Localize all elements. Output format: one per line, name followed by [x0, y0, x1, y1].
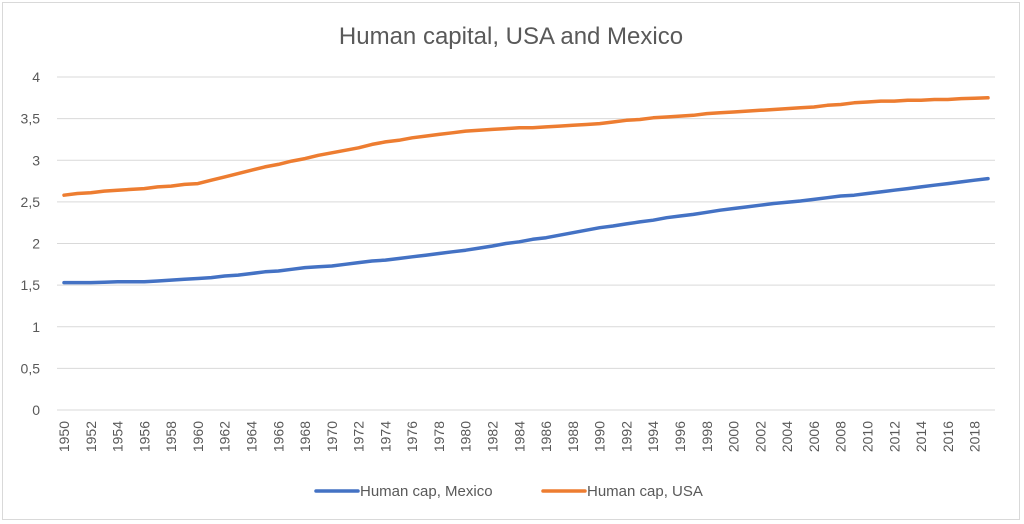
x-tick-label: 2006	[806, 421, 822, 452]
series-line-human-cap-mexico	[62, 176, 990, 285]
x-tick-label: 2012	[886, 421, 902, 452]
y-tick-label: 2,5	[21, 194, 41, 210]
y-tick-label: 4	[32, 69, 40, 85]
legend-item: Human cap, USA	[541, 483, 703, 500]
x-tick-label: 1976	[404, 421, 420, 452]
series-lines	[62, 96, 990, 285]
x-tick-label: 1984	[511, 421, 527, 452]
x-tick-label: 1966	[270, 421, 286, 452]
x-tick-label: 1974	[377, 421, 393, 452]
x-axis-ticks: 1950 1952 1954 1956 1958 1960 1962 1964 1966 1968…	[56, 421, 983, 452]
x-tick-label: 1992	[618, 421, 634, 452]
x-tick-label: 1950	[56, 421, 72, 452]
legend-item: Human cap, Mexico	[314, 483, 493, 500]
x-tick-label: 2016	[940, 421, 956, 452]
x-tick-label: 1962	[217, 421, 233, 452]
x-tick-label: 2000	[726, 421, 742, 452]
x-tick-label: 2014	[913, 421, 929, 452]
x-tick-label: 2004	[779, 421, 795, 452]
legend-label: Human cap, Mexico	[360, 483, 493, 500]
x-tick-label: 1964	[243, 421, 259, 452]
x-tick-label: 1986	[538, 421, 554, 452]
series-line-human-cap-usa	[62, 96, 990, 197]
x-tick-label: 1960	[190, 421, 206, 452]
x-tick-label: 1956	[136, 421, 152, 452]
x-tick-label: 1978	[431, 421, 447, 452]
x-tick-label: 2018	[967, 421, 983, 452]
y-tick-label: 3,5	[21, 111, 41, 127]
x-tick-label: 1994	[645, 421, 661, 452]
y-tick-label: 0,5	[21, 360, 41, 376]
x-tick-label: 1996	[672, 421, 688, 452]
x-tick-label: 1982	[485, 421, 501, 452]
y-tick-label: 3	[32, 152, 40, 168]
legend-label: Human cap, USA	[587, 483, 703, 500]
x-tick-label: 1952	[83, 421, 99, 452]
x-tick-label: 1988	[565, 421, 581, 452]
x-tick-label: 2008	[833, 421, 849, 452]
y-tick-label: 0	[32, 402, 40, 418]
x-tick-label: 1980	[458, 421, 474, 452]
x-tick-label: 1958	[163, 421, 179, 452]
x-tick-label: 1998	[699, 421, 715, 452]
legend: Human cap, Mexico Human cap, USA	[314, 483, 703, 500]
y-axis-ticks: 0 0,5 1 1,5 2 2,5 3 3,5 4	[21, 69, 41, 418]
x-tick-label: 2002	[752, 421, 768, 452]
chart-title: Human capital, USA and Mexico	[339, 23, 683, 50]
x-tick-label: 1954	[110, 421, 126, 452]
x-tick-label: 1970	[324, 421, 340, 452]
x-tick-label: 1968	[297, 421, 313, 452]
y-tick-label: 2	[32, 236, 40, 252]
x-tick-label: 2010	[859, 421, 875, 452]
x-tick-label: 1990	[592, 421, 608, 452]
y-tick-label: 1	[32, 319, 40, 335]
gridlines	[57, 76, 995, 411]
x-tick-label: 1972	[351, 421, 367, 452]
y-tick-label: 1,5	[21, 277, 41, 293]
